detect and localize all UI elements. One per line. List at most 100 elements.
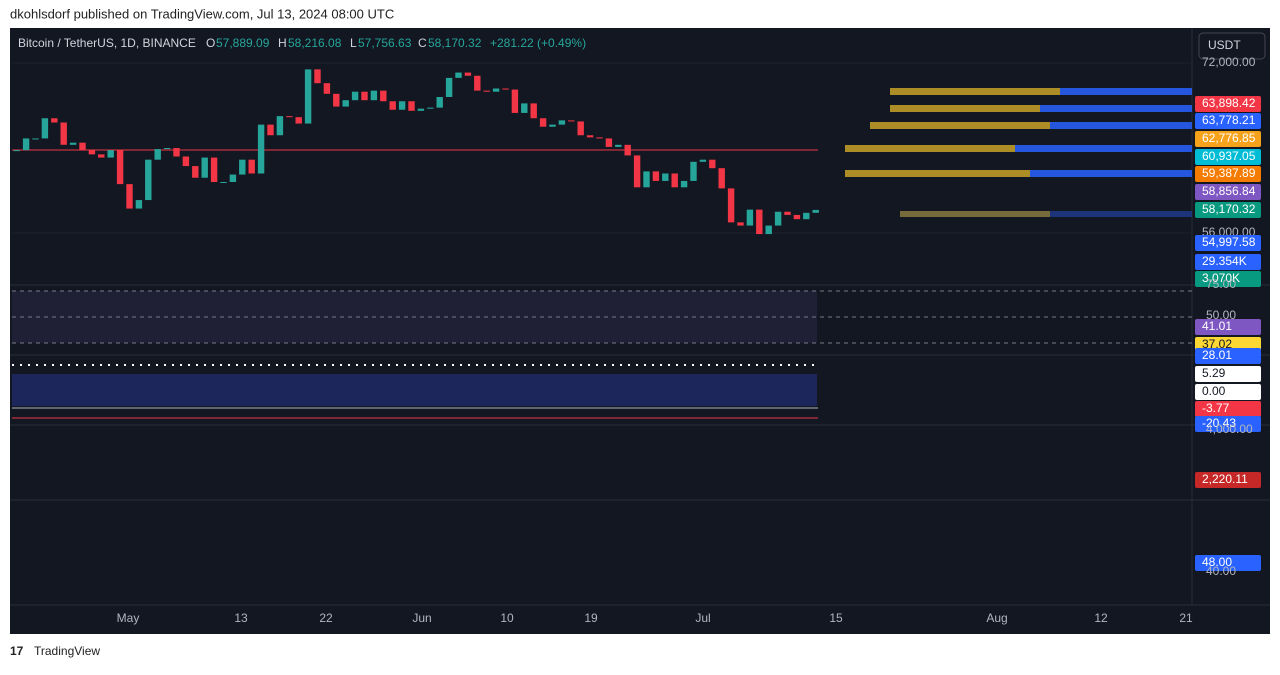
candle xyxy=(398,101,406,110)
time-axis-label: 13 xyxy=(234,611,248,625)
candle xyxy=(492,88,500,92)
candle xyxy=(182,156,190,167)
candle xyxy=(445,77,453,97)
candle xyxy=(389,101,396,110)
candle xyxy=(671,173,678,188)
candle xyxy=(342,100,349,107)
candle xyxy=(615,144,622,147)
candle xyxy=(568,120,575,122)
candle xyxy=(267,124,274,136)
candle xyxy=(643,171,650,188)
time-axis-label: May xyxy=(117,611,140,625)
legend-change: +281.22 (+0.49%) xyxy=(490,36,586,50)
candle xyxy=(784,211,791,215)
price-label-bg xyxy=(1195,184,1261,200)
candle xyxy=(98,154,105,158)
indicator-label: 5.29 xyxy=(1202,366,1226,380)
price-label: 63,778.21 xyxy=(1202,113,1256,127)
candle xyxy=(276,116,284,136)
candle xyxy=(257,124,265,174)
candle xyxy=(22,138,30,151)
indicator-label: 48.00 xyxy=(1202,555,1232,569)
candle xyxy=(323,83,331,94)
candle xyxy=(464,72,472,76)
candle xyxy=(549,124,556,127)
candle xyxy=(652,171,660,181)
price-label: 54,997.58 xyxy=(1202,235,1256,249)
candle xyxy=(502,88,509,90)
candle xyxy=(511,89,519,113)
indicator-label-bg xyxy=(1195,555,1261,571)
price-label-bg xyxy=(1195,235,1261,251)
time-axis-label: 22 xyxy=(319,611,333,625)
currency-button[interactable] xyxy=(1198,32,1266,60)
candle xyxy=(116,150,124,185)
indicator-axis-label: 75.00 xyxy=(1206,277,1236,291)
time-axis-label: 15 xyxy=(829,611,843,625)
candle xyxy=(13,150,20,152)
candle xyxy=(154,149,161,160)
indicator-axis-label: 4,000.00 xyxy=(1206,422,1253,436)
candle xyxy=(596,137,603,139)
price-label-bg xyxy=(1195,113,1261,129)
indicator-label: 41.01 xyxy=(1202,319,1232,333)
legend-o: 57,889.09 xyxy=(216,36,270,50)
price-label: 58,170.32 xyxy=(1202,202,1256,216)
candle xyxy=(380,90,387,102)
legend-l: 57,756.63 xyxy=(358,36,412,50)
candle xyxy=(539,118,547,127)
candle xyxy=(192,166,199,178)
volume-profile xyxy=(845,88,1192,217)
candle xyxy=(605,138,613,147)
candle xyxy=(558,120,566,125)
publish-header: dkohlsdorf published on TradingView.com,… xyxy=(10,6,394,21)
candle xyxy=(145,159,152,201)
currency-button-label[interactable]: USDT xyxy=(1208,38,1241,52)
price-label-bg xyxy=(1195,202,1261,218)
candle xyxy=(427,107,434,109)
candle xyxy=(333,93,340,107)
candle xyxy=(436,97,443,108)
candle xyxy=(521,103,528,113)
price-label-bg xyxy=(1195,96,1261,112)
price-label-bg xyxy=(1195,131,1261,147)
candle xyxy=(586,135,594,138)
indicator-label-bg xyxy=(1195,319,1261,335)
price-label-bg xyxy=(1195,254,1261,270)
price-label-bg xyxy=(1195,166,1261,182)
candle xyxy=(690,161,697,181)
candle xyxy=(107,150,114,158)
candle xyxy=(163,148,171,150)
candle xyxy=(774,211,782,226)
candle xyxy=(483,90,490,92)
time-axis-label: 19 xyxy=(584,611,598,625)
price-label: 29.354K xyxy=(1202,254,1247,268)
indicator-axis-label: 50.00 xyxy=(1206,308,1236,322)
legend-h: 58,216.08 xyxy=(288,36,342,50)
price-label: 62,776.85 xyxy=(1202,131,1256,145)
candle xyxy=(248,159,255,174)
indicator-label: 2,220.11 xyxy=(1202,472,1248,486)
legend-symbol: Bitcoin / TetherUS, 1D, BINANCE xyxy=(18,36,196,50)
legend-c: 58,170.32 xyxy=(428,36,482,50)
candle xyxy=(361,91,368,101)
candle xyxy=(351,91,359,101)
footer-brand: TradingView xyxy=(34,644,100,658)
candle xyxy=(135,200,143,209)
candle xyxy=(530,103,537,119)
candle xyxy=(295,117,302,124)
candle xyxy=(417,108,425,111)
indicator-axis-label: 40.00 xyxy=(1206,564,1236,578)
price-label: 58,856.84 xyxy=(1202,184,1256,198)
candle xyxy=(633,155,641,188)
indicator-label-bg xyxy=(1195,348,1261,364)
indicator-label: 37.02 xyxy=(1202,337,1232,351)
candle xyxy=(286,116,293,118)
candle xyxy=(624,144,631,156)
time-axis-label: Jun xyxy=(412,611,431,625)
candle xyxy=(51,118,58,123)
candle xyxy=(765,225,772,235)
legend-l-label: L xyxy=(350,36,357,50)
candle xyxy=(41,118,49,139)
